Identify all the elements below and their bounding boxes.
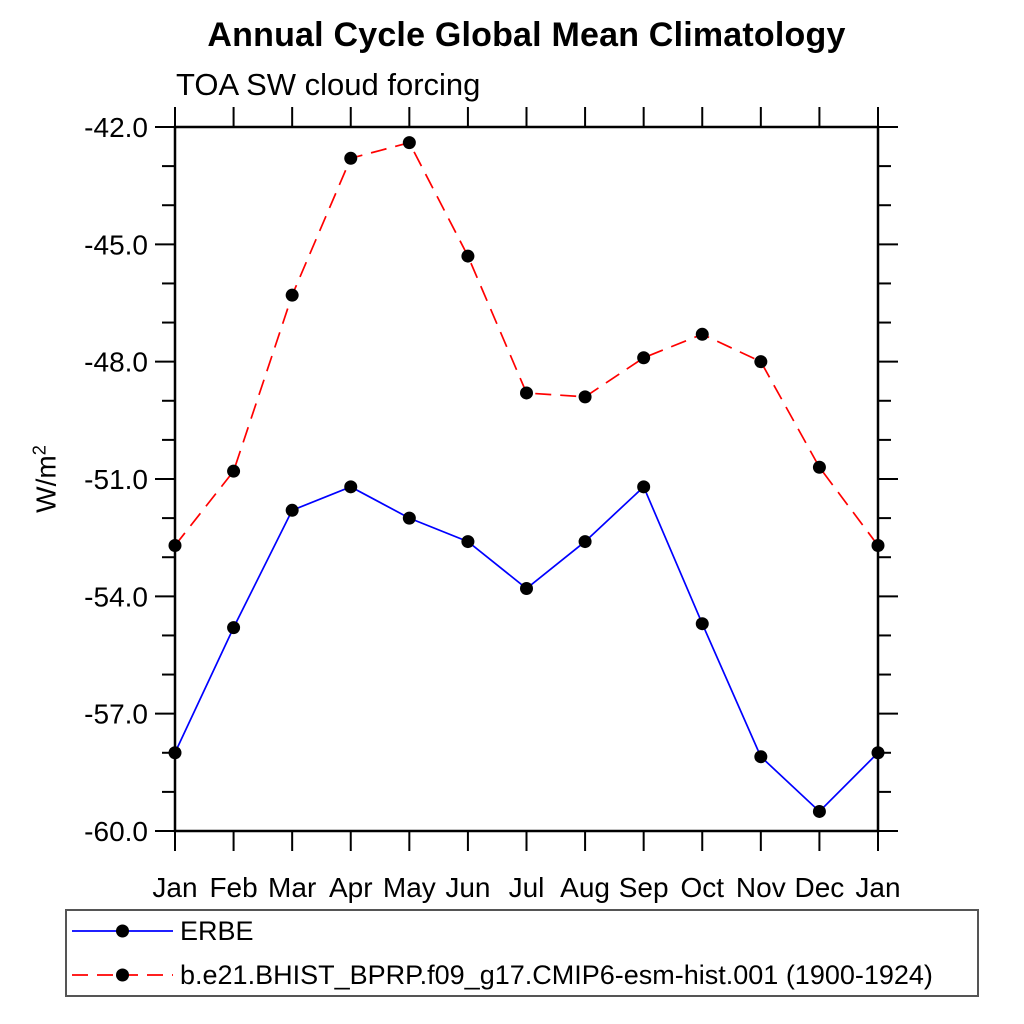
chart-title: Annual Cycle Global Mean Climatology [207,16,846,54]
x-tick-label: Dec [795,872,845,903]
x-tick-label: Jan [152,872,197,903]
series-marker [520,582,533,596]
series-marker [637,480,651,494]
series-marker [754,355,768,369]
x-tick-label: Apr [329,872,373,903]
series-marker [812,804,826,818]
series-marker [168,538,182,552]
x-tick-label: Jun [445,872,490,903]
series-marker [578,535,592,549]
legend-row-erbe: ERBE [72,911,977,951]
y-tick-label: -42.0 [84,112,148,143]
series-marker [285,288,299,302]
legend-sample-erbe-line [72,924,173,938]
series-markers-1 [168,136,885,552]
y-tick-label: -54.0 [84,581,148,612]
x-tick-label: Sep [619,872,669,903]
x-tick-label: May [383,872,436,903]
y-tick-label: -51.0 [84,464,148,495]
legend-sample-marker [116,924,129,938]
legend-sample-model-line [72,968,173,982]
series-line-0 [174,485,879,813]
x-tick-label: Oct [680,872,724,903]
y-tick-label: -57.0 [84,699,148,730]
x-tick-label: Aug [560,872,610,903]
x-tick-label: Nov [736,872,786,903]
series-marker [227,464,241,478]
series-marker [637,351,651,365]
y-tick-labels: -42.0 -45.0 -48.0 -51.0 -54.0 -57.0 -60.0 [84,112,148,847]
x-tick-label: Feb [209,872,257,903]
series-marker [520,386,533,400]
series-markers-0 [168,480,885,818]
legend-box: ERBE b.e21.BHIST_BPRP.f09_g17.CMIP6-esm-… [65,909,979,997]
legend-sample-marker [116,968,129,982]
plot-frame [173,125,880,833]
series-marker [871,746,885,760]
x-tick-label: Mar [268,872,316,903]
chart-subtitle: TOA SW cloud forcing [176,67,481,102]
legend-label-model: b.e21.BHIST_BPRP.f09_g17.CMIP6-esm-hist.… [180,959,933,990]
series-marker [871,538,885,552]
y-tick-label: -60.0 [84,816,148,847]
series-marker [578,390,592,404]
series-marker [461,535,475,549]
series-marker [168,746,182,760]
y-tick-label: -48.0 [84,347,148,378]
series-marker [754,750,768,764]
series-marker [344,480,358,494]
series-marker [285,503,299,517]
series-marker [695,327,709,341]
y-tick-label: -45.0 [84,229,148,260]
series-marker [344,151,358,165]
axis-ticks [155,107,898,851]
x-tick-label: Jul [509,872,545,903]
legend-label-erbe: ERBE [180,915,254,946]
series-marker [461,249,475,263]
series-marker [227,621,241,635]
x-tick-labels: Jan Feb Mar Apr May Jun Jul Aug Sep Oct Nov Dec Jan [152,872,900,903]
series-marker [402,136,416,150]
series-marker [812,460,826,474]
series-marker [695,617,709,631]
series-marker [402,511,416,525]
legend-row-model: b.e21.BHIST_BPRP.f09_g17.CMIP6-esm-hist.… [72,955,977,995]
x-tick-label: Jan [855,872,900,903]
series-line-1 [174,141,879,547]
